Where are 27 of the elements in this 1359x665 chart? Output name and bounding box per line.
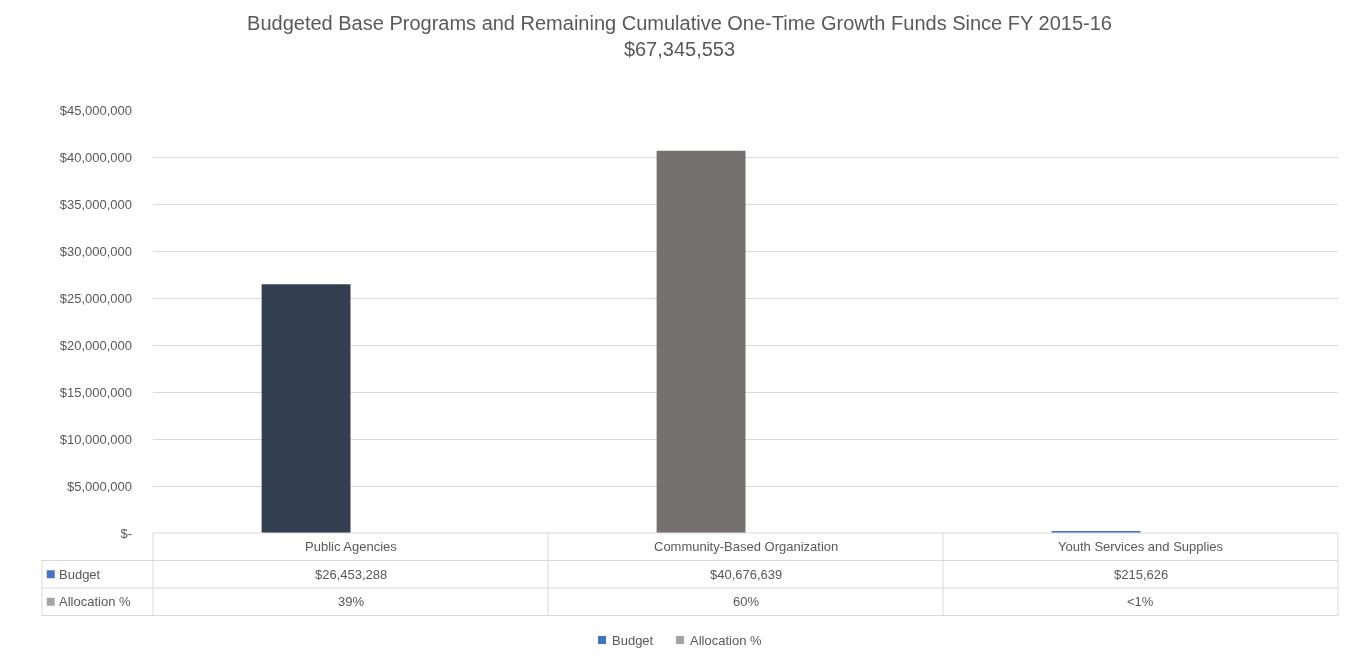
data-label: 60% [733, 594, 760, 609]
y-tick-label: $20,000,000 [59, 337, 132, 353]
y-tick-label: $25,000,000 [59, 290, 132, 306]
chart-title: Budgeted Base Programs and Remaining Cumulative One-Time Growth Funds Since FY 2015-16 [247, 11, 1112, 34]
data-label: 39% [338, 594, 365, 609]
y-tick-label: $40,000,000 [59, 149, 132, 165]
x-tick-label: Public Agencies [305, 539, 398, 554]
y-tick-label: $15,000,000 [59, 384, 132, 400]
text: Allocation % [690, 633, 762, 648]
bar [656, 150, 746, 533]
data-label: $215,626 [1114, 567, 1169, 582]
data-label: <1% [1127, 594, 1154, 609]
legend-label: Budget [612, 633, 654, 648]
chart-subtitle: $67,345,553 [623, 37, 736, 60]
y-tick-label: $35,000,000 [59, 196, 132, 212]
x-tick-label: Youth Services and Supplies [1058, 539, 1224, 554]
y-tick-label: $10,000,000 [59, 431, 132, 447]
data-label: $26,453,288 [315, 567, 388, 582]
bar [261, 284, 351, 533]
text: Budget [59, 567, 101, 582]
legend-label: Allocation % [59, 594, 131, 609]
y-tick-label: $5,000,000 [66, 478, 132, 494]
y-tick-label: $- [120, 525, 132, 541]
y-tick-label: $30,000,000 [59, 243, 132, 259]
x-tick-label: Community-Based Organization [654, 539, 839, 554]
y-tick-label: $45,000,000 [59, 102, 132, 118]
data-label: $40,676,639 [710, 567, 783, 582]
